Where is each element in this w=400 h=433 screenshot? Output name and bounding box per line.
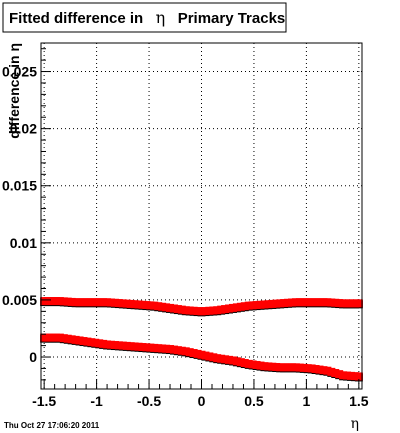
x-tick-label: 0.5	[244, 393, 264, 409]
grid-lines	[41, 43, 362, 389]
y-tick-label: 0.02	[10, 121, 37, 137]
y-tick-label: 0.01	[10, 235, 37, 251]
x-tick-label: -1	[90, 393, 103, 409]
x-tick-label: -0.5	[137, 393, 161, 409]
timestamp: Thu Oct 27 17:06:20 2011	[4, 421, 100, 430]
x-axis-label: η	[351, 416, 359, 432]
x-tick-label: 1.5	[349, 393, 369, 409]
x-tick-label: 0	[198, 393, 206, 409]
y-tick-label: 0.015	[2, 178, 37, 194]
y-tick-label: 0	[29, 349, 37, 365]
title-box: Fitted difference in η Primary Tracks	[2, 2, 287, 33]
chart-title: Fitted difference in η Primary Tracks	[9, 8, 285, 27]
y-tick-labels: 0 0.005 0.01 0.015 0.02 0.025	[2, 64, 37, 365]
title-suffix: Primary Tracks	[178, 10, 286, 27]
x-tick-labels: -1.5 -1 -0.5 0 0.5 1 1.5	[32, 393, 369, 409]
title-prefix: Fitted difference in	[9, 10, 143, 27]
x-tick-label: 1	[303, 393, 311, 409]
title-eta-symbol: η	[156, 8, 166, 27]
data-marker	[354, 299, 363, 308]
y-tick-label: 0.005	[2, 292, 37, 308]
y-tick-label: 0.025	[2, 64, 37, 80]
x-tick-label: -1.5	[32, 393, 56, 409]
data-marker	[354, 372, 363, 381]
title-frame	[2, 2, 287, 33]
y-axis-label: difference in η	[6, 43, 22, 139]
data-markers	[40, 297, 363, 382]
axis-ticks	[41, 48, 360, 389]
